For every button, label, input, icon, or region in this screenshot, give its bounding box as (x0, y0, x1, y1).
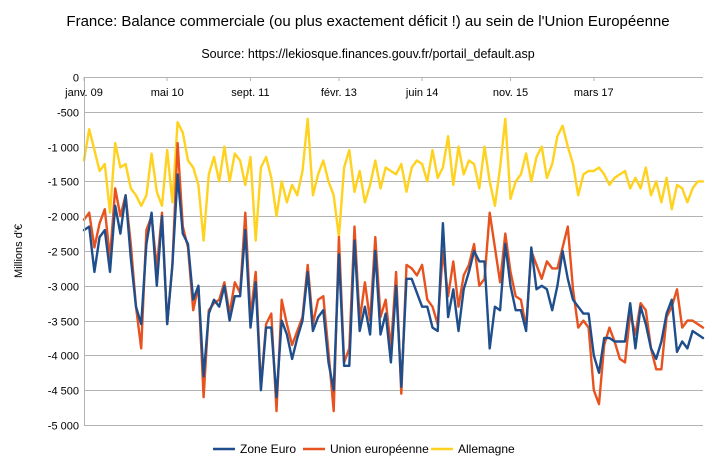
series-line-zone-euro (82, 173, 705, 399)
y-tick-label: -5 000 (48, 421, 79, 433)
x-tick-label: mars 17 (574, 87, 614, 99)
y-tick-label: -2 500 (48, 247, 79, 259)
y-tick-label: -2 000 (48, 212, 79, 224)
legend: Zone Euro Union européenne Allemagne (213, 442, 515, 456)
legend-label-zone-euro: Zone Euro (240, 442, 296, 456)
series-lines (82, 117, 705, 413)
series-line-allemagne (82, 117, 705, 242)
x-tick-label: févr. 13 (321, 87, 357, 99)
axes: 0 -500 -1 000 -1 500 -2 000 -2 500 -3 000 -3 50… (48, 73, 614, 433)
y-tick-label: -500 (57, 108, 79, 120)
x-tick-label: mai 10 (151, 87, 184, 99)
chart-subtitle: Source: https://lekiosque.finances.gouv.… (201, 47, 534, 61)
legend-label-union-europeenne: Union européenne (330, 442, 429, 456)
y-tick-label: 0 (73, 73, 79, 85)
y-tick-label: -4 500 (48, 386, 79, 398)
x-tick-label: juin 14 (405, 87, 438, 99)
y-tick-label: -4 000 (48, 351, 79, 363)
y-tick-label: -3 000 (48, 282, 79, 294)
chart-title: France: Balance commerciale (ou plus exa… (66, 13, 669, 30)
legend-label-allemagne: Allemagne (458, 442, 515, 456)
y-tick-label: -1 500 (48, 177, 79, 189)
y-tick-label: -1 000 (48, 143, 79, 155)
x-tick-label: janv. 09 (64, 87, 103, 99)
y-tick-label: -3 500 (48, 317, 79, 329)
y-axis-label: Millions d'€ (13, 224, 25, 278)
x-tick-label: sept. 11 (231, 87, 269, 99)
x-tick-label: nov. 15 (493, 87, 528, 99)
